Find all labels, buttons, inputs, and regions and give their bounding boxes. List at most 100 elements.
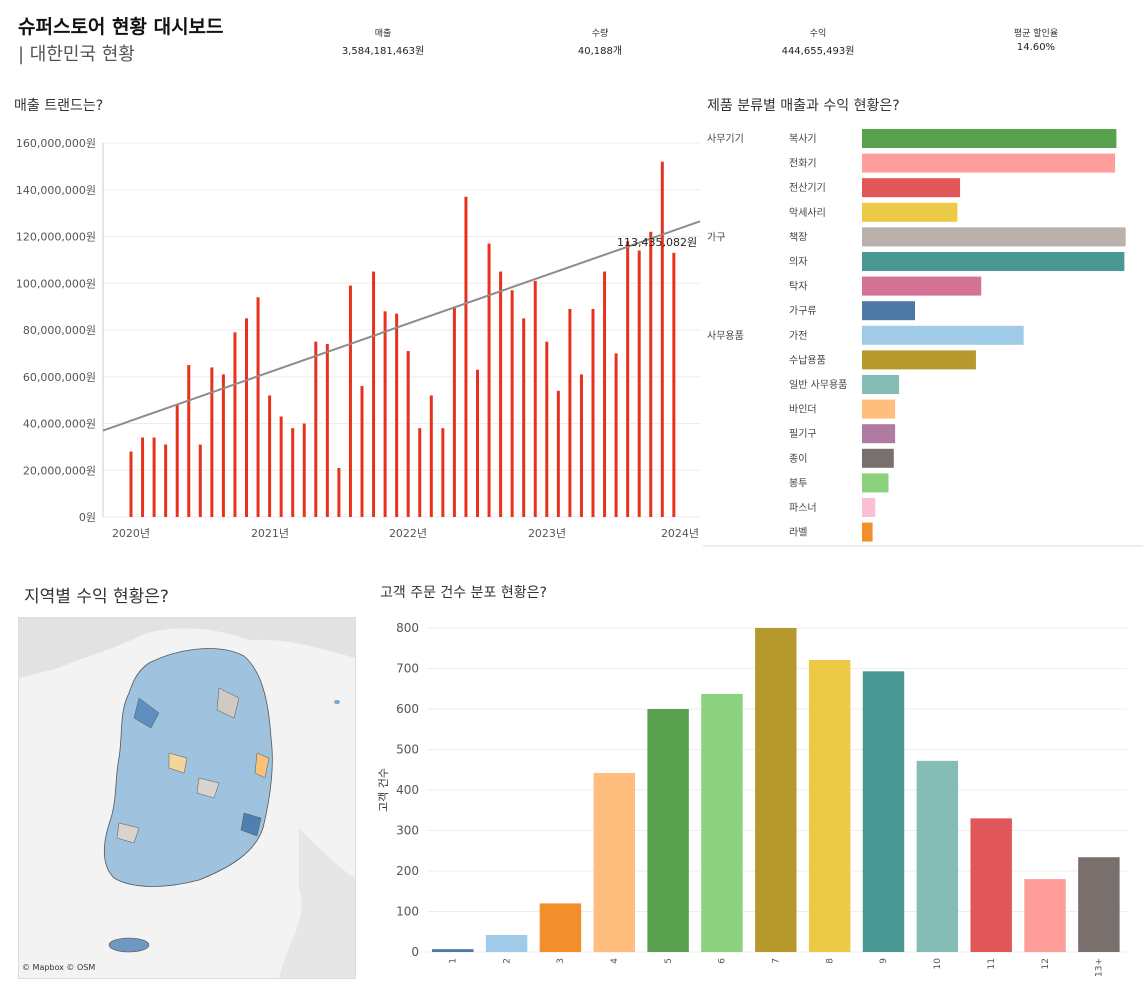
- category-item-label: 의자: [789, 256, 807, 268]
- kpi-quantity: 수량 40,188개: [520, 26, 680, 57]
- sales-bar: [348, 285, 352, 517]
- x-tick-label: 13+: [1095, 958, 1105, 977]
- x-tick-label: 2022년: [389, 527, 427, 540]
- kpi-discount: 평균 할인율 14.60%: [956, 26, 1116, 53]
- category-bar: [862, 399, 896, 419]
- region-map[interactable]: [18, 617, 356, 979]
- sales-bar: [626, 241, 630, 518]
- sales-bar: [406, 351, 410, 517]
- sales-bar: [245, 318, 248, 517]
- sales-bar: [372, 271, 376, 517]
- mainland-korea: [103, 648, 273, 887]
- category-bar: [862, 498, 876, 517]
- sales-bar: [221, 374, 225, 517]
- y-tick-label: 160,000,000원: [16, 137, 96, 150]
- region-seoul: [133, 697, 160, 729]
- y-tick-label: 200: [396, 864, 419, 878]
- x-tick-label: 5: [664, 958, 674, 964]
- sales-bar: [279, 416, 283, 517]
- korea-map-shape: [19, 618, 355, 978]
- x-tick-label: 3: [556, 958, 566, 964]
- category-item-label: 일반 사무용품: [789, 379, 847, 391]
- category-item-label: 라벨: [789, 527, 807, 539]
- category-item-label: 종이: [789, 453, 807, 465]
- category-item-label: 수납용품: [789, 354, 826, 366]
- region-gray-2: [116, 822, 140, 844]
- region-gray-1: [216, 687, 240, 719]
- sales-bar: [291, 428, 295, 517]
- sales-bar: [579, 374, 583, 517]
- sales-bar: [325, 344, 329, 517]
- sales-bar: [637, 250, 641, 517]
- x-tick-label: 1: [448, 958, 458, 964]
- x-tick-label: 8: [825, 958, 835, 964]
- category-item-label: 탁자: [789, 281, 807, 293]
- category-bar: [862, 522, 873, 542]
- north-landmass: [19, 618, 355, 678]
- sales-bar: [568, 308, 572, 517]
- kpi-profit-label: 수익: [809, 29, 827, 39]
- y-tick-label: 300: [396, 824, 419, 838]
- category-bar: [862, 129, 1117, 148]
- dashboard-subtitle: | 대한민국 현황: [18, 44, 135, 65]
- category-bar: [862, 424, 896, 444]
- sales-bar: [187, 365, 191, 517]
- x-tick-label: 2: [502, 958, 512, 964]
- y-tick-label: 0원: [79, 511, 96, 524]
- y-tick-label: 120,000,000원: [16, 231, 96, 244]
- kpi-discount-label: 평균 할인율: [1013, 29, 1059, 39]
- sales-bar: [487, 243, 491, 517]
- category-item-label: 바인더: [789, 404, 817, 416]
- orders-bar: [647, 709, 689, 952]
- region-orange: [254, 752, 270, 779]
- category-group-label: 사무용품: [707, 330, 744, 342]
- kpi-quantity-value: 40,188개: [577, 46, 623, 57]
- sales-bar: [522, 318, 526, 517]
- orders-bar: [539, 903, 582, 952]
- japan-landmass: [279, 828, 355, 978]
- y-tick-label: 400: [396, 783, 419, 797]
- sales-bar: [591, 308, 595, 517]
- category-group-label: 가구: [707, 231, 725, 243]
- sales-bar: [614, 353, 618, 517]
- y-tick-label: 800: [396, 621, 419, 635]
- sales-bar: [314, 341, 318, 517]
- kpi-profit: 수익 444,655,493원: [738, 26, 898, 57]
- orders-bar: [1024, 879, 1066, 952]
- orders-bar: [916, 760, 959, 952]
- x-tick-label: 2020년: [112, 527, 150, 540]
- category-bar: [862, 375, 900, 394]
- sales-bar: [464, 196, 468, 517]
- trend-value-label: 113,435,082원: [617, 236, 697, 249]
- x-tick-label: 9: [879, 958, 889, 964]
- sales-bar: [499, 271, 503, 517]
- y-tick-label: 20,000,000원: [23, 464, 96, 477]
- sales-bar: [441, 428, 445, 517]
- category-item-label: 전화기: [789, 158, 817, 170]
- sales-bar: [510, 290, 514, 517]
- kpi-sales: 매출 3,584,181,463원: [303, 26, 463, 57]
- y-tick-label: 100: [396, 905, 419, 919]
- sales-bar: [302, 423, 306, 517]
- orders-chart-title: 고객 주문 건수 분포 현황은?: [380, 585, 547, 601]
- category-item-label: 필기구: [789, 428, 817, 440]
- sales-bar: [175, 404, 179, 517]
- kpi-discount-value: 14.60%: [1016, 42, 1056, 53]
- kpi-quantity-label: 수량: [591, 29, 609, 39]
- sales-bar: [233, 332, 237, 517]
- category-item-label: 악세사리: [789, 207, 826, 219]
- y-tick-label: 140,000,000원: [16, 184, 96, 197]
- category-bar: [862, 448, 894, 468]
- kpi-profit-value: 444,655,493원: [781, 46, 855, 57]
- orders-bar: [808, 659, 851, 952]
- sales-bar: [672, 252, 676, 518]
- sales-bar: [129, 451, 133, 517]
- orders-bar: [862, 671, 905, 952]
- sales-bar: [152, 437, 156, 517]
- region-map-title: 지역별 수익 현황은?: [24, 587, 169, 607]
- x-tick-label: 6: [718, 958, 728, 964]
- sales-bar: [429, 395, 433, 517]
- orders-bar: [970, 818, 1012, 952]
- x-tick-label: 11: [987, 958, 997, 969]
